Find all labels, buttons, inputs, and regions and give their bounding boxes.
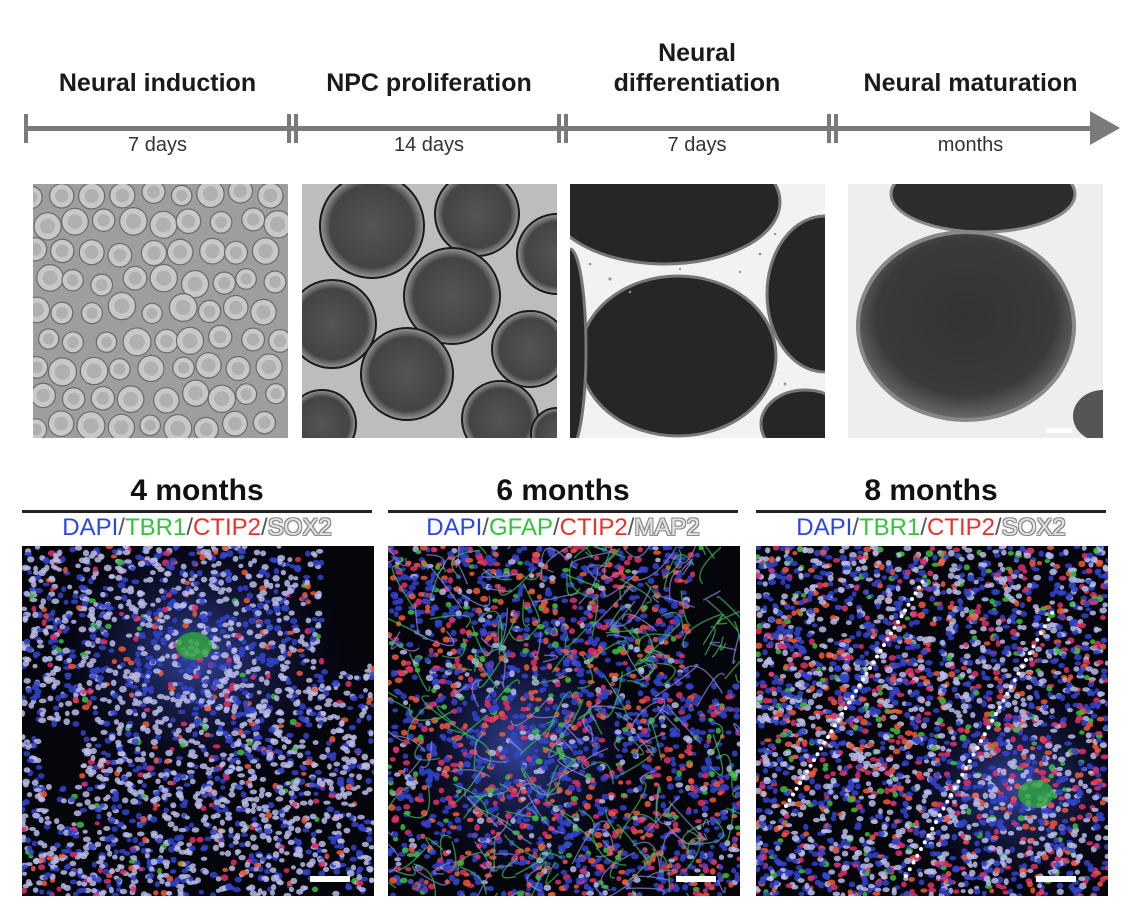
marker-separator: / [261,514,268,541]
marker-sox2: SOX2 [267,514,332,541]
scale-bar [310,876,350,882]
timeline-tick-3a [827,114,831,143]
marker-map2: MAP2 [634,514,700,541]
marker-dapi: DAPI [796,514,853,541]
timeline-tick-3b [834,114,838,143]
marker-separator: / [920,514,927,541]
marker-tbr1: TBR1 [858,514,921,541]
panel-title-4-months: 4 months [130,474,264,507]
marker-gfap: GFAP [488,514,553,541]
brightfield-image-neural-induction [33,184,288,438]
panel-title-6-months: 6 months [496,474,630,507]
marker-sox2: SOX2 [1001,514,1066,541]
stain-legend-8-months: DAPI/TBR1/CTIP2/SOX2 [751,514,1111,542]
stage-duration-4: months [937,134,1004,156]
brightfield-image-neural-maturation [848,184,1103,438]
marker-ctip2: CTIP2 [193,514,262,541]
stage-duration-2: 14 days [393,134,465,156]
stage-title-neural-induction: Neural induction [58,69,257,97]
marker-separator: / [553,514,560,541]
scale-bar [1046,428,1072,433]
brightfield-image-npc-proliferation [302,184,557,438]
stain-legend-6-months: DAPI/GFAP/CTIP2/MAP2 [383,514,743,542]
marker-separator: / [482,514,489,541]
marker-separator: / [186,514,193,541]
marker-ctip2: CTIP2 [927,514,996,541]
timeline-tick-1a [287,114,291,143]
fluorescence-image-4-months [22,546,374,896]
marker-separator: / [627,514,635,541]
stage-duration-3: 7 days [667,134,727,156]
scale-bar [676,876,716,882]
brightfield-image-neural-differentiation [570,184,825,438]
timeline-tick-2a [557,114,561,143]
timeline-tick-2b [564,114,568,143]
stain-legend-4-months: DAPI/TBR1/CTIP2/SOX2 [17,514,377,542]
panel-rule-6-months [388,510,738,513]
stage-title-line-2: differentiation [613,69,781,97]
fluorescence-image-8-months [756,546,1108,896]
panel-rule-8-months [756,510,1106,513]
marker-separator: / [118,514,125,541]
timeline-arrowhead [1090,111,1120,145]
panel-title-8-months: 8 months [864,474,998,507]
marker-dapi: DAPI [62,514,119,541]
stage-title-line-1: Neural [658,39,736,67]
stage-title-npc-proliferation: NPC proliferation [326,69,532,97]
marker-dapi: DAPI [426,514,483,541]
stage-title-neural-differentiation: Neural differentiation [566,38,828,98]
marker-tbr1: TBR1 [124,514,187,541]
panel-rule-4-months [22,510,372,513]
timeline-tick-start [24,114,28,143]
marker-separator: / [995,514,1002,541]
stage-duration-1: 7 days [128,134,187,156]
scale-bar [1036,876,1076,882]
timeline-tick-1b [294,114,298,143]
stage-title-neural-maturation: Neural maturation [863,69,1078,97]
marker-separator: / [852,514,859,541]
marker-ctip2: CTIP2 [559,514,628,541]
fluorescence-image-6-months [388,546,740,896]
